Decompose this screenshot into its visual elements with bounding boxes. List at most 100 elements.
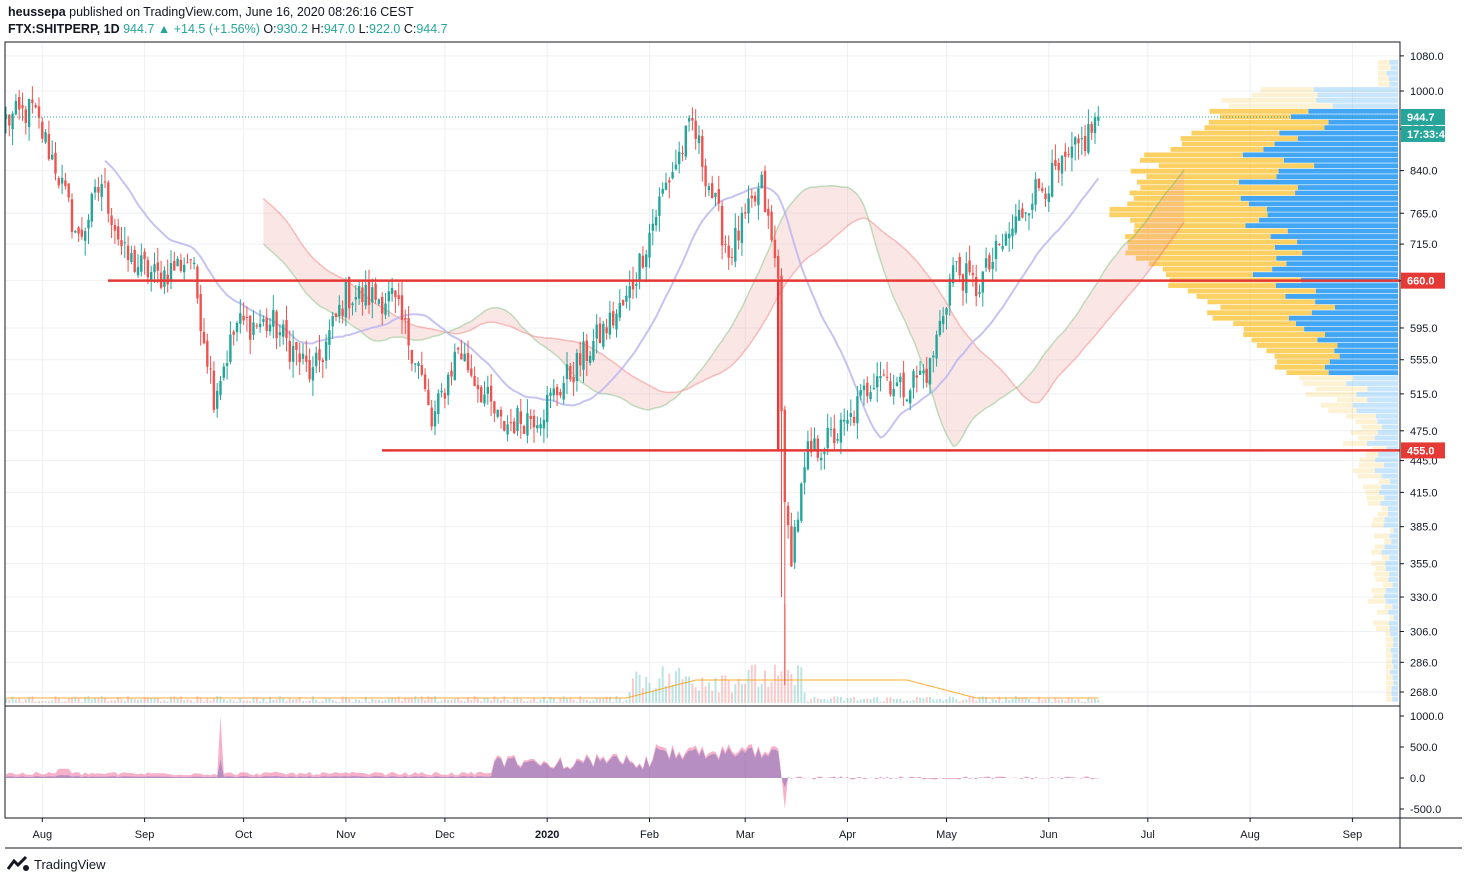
baseline-line	[104, 159, 1100, 439]
candle	[628, 270, 631, 311]
candle	[572, 361, 575, 396]
candle	[724, 235, 727, 254]
candle	[348, 276, 351, 320]
candle	[945, 307, 948, 330]
y-tick-label: 286.0	[1410, 657, 1438, 669]
cloud-span-b	[262, 197, 1185, 404]
y-tick-label: 595.0	[1410, 323, 1438, 335]
candle	[691, 107, 694, 131]
candle	[153, 252, 156, 284]
candle	[767, 198, 770, 229]
candle	[100, 174, 103, 212]
author-name[interactable]: heussepa	[8, 5, 66, 19]
x-tick-label: Mar	[736, 829, 755, 841]
candle	[130, 245, 133, 265]
candle	[876, 362, 879, 403]
cloud-fill	[263, 170, 1185, 447]
candle	[803, 452, 806, 495]
candle	[602, 320, 605, 350]
candle	[915, 365, 918, 393]
candle	[298, 342, 301, 375]
candle	[252, 310, 255, 340]
candle	[618, 289, 621, 322]
candle	[1008, 222, 1011, 252]
candle	[67, 183, 70, 202]
candles	[4, 86, 1100, 686]
candle	[542, 409, 546, 443]
candle	[631, 266, 635, 299]
candle	[384, 293, 387, 320]
symbol-label[interactable]: FTX:SHITPERP, 1D	[8, 22, 120, 36]
x-tick-label: May	[936, 829, 957, 841]
candle	[1041, 182, 1044, 193]
candle	[470, 354, 473, 378]
candle	[117, 218, 120, 246]
candle	[635, 272, 638, 299]
candle	[377, 298, 381, 306]
candle	[150, 265, 153, 292]
x-tick-label: Oct	[235, 829, 252, 841]
candle	[592, 328, 595, 363]
candle	[529, 409, 532, 430]
brand-label[interactable]: TradingView	[34, 856, 106, 872]
candle	[681, 145, 684, 162]
indicator-tick-label: 500.0	[1410, 742, 1438, 754]
candle	[463, 343, 466, 362]
candle	[519, 398, 522, 439]
candle	[216, 382, 219, 418]
volume-bars	[5, 603, 1100, 703]
candle	[582, 331, 585, 383]
candle	[417, 361, 420, 379]
y-tick-label: 385.0	[1410, 522, 1438, 534]
candle	[1001, 233, 1004, 252]
price-badges: 944.7 17:33:46 660.0 455.0	[1401, 108, 1451, 459]
candle	[169, 250, 173, 290]
candle	[598, 317, 602, 344]
candle	[1024, 211, 1027, 222]
candle	[308, 348, 311, 383]
candle	[984, 247, 988, 272]
candle	[232, 329, 235, 346]
candle	[625, 285, 628, 309]
candle	[196, 264, 199, 304]
candle	[882, 369, 885, 377]
candle	[305, 340, 308, 373]
last-price: 944.7	[123, 22, 155, 36]
candle	[315, 346, 318, 373]
candle	[889, 372, 892, 397]
candle	[14, 93, 18, 116]
candle	[295, 341, 298, 366]
x-tick-label: 2020	[535, 829, 559, 841]
candle	[387, 282, 390, 317]
candle	[579, 341, 582, 377]
candle	[846, 410, 849, 432]
candle	[651, 209, 654, 246]
candle	[285, 305, 288, 352]
candle	[443, 388, 447, 409]
candle	[430, 399, 433, 431]
candle	[381, 292, 384, 326]
x-tick-label: Dec	[435, 829, 455, 841]
low-value: 922.0	[369, 22, 401, 36]
candle	[410, 349, 414, 372]
candle	[978, 284, 981, 298]
candle	[816, 434, 819, 462]
candle	[935, 330, 938, 367]
level-badge-0: 660.0	[1407, 276, 1435, 288]
candle	[965, 251, 968, 304]
tradingview-logo-icon[interactable]	[6, 855, 30, 873]
candle	[760, 171, 763, 189]
footer: TradingView	[6, 855, 106, 873]
candle	[899, 372, 902, 398]
candle	[852, 410, 856, 427]
candle	[849, 399, 852, 426]
level-lines	[5, 116, 1400, 452]
candle	[407, 306, 410, 360]
candle	[328, 319, 331, 360]
candle	[357, 280, 361, 305]
candle	[97, 176, 100, 202]
candle	[503, 420, 506, 432]
candle	[258, 309, 262, 333]
candle	[711, 175, 714, 199]
